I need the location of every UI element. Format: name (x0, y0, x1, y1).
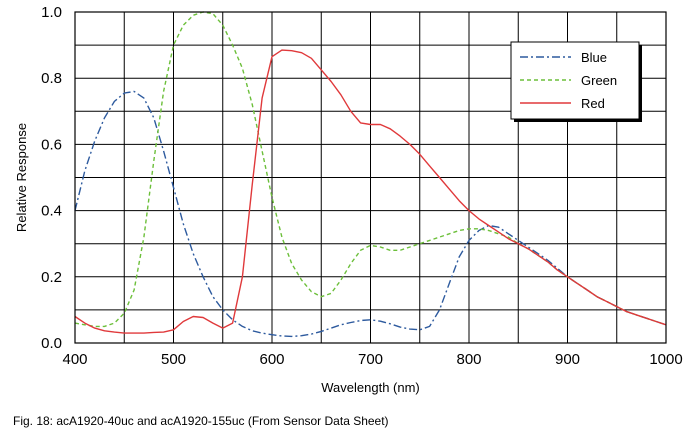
y-tick-label: 0.4 (41, 203, 62, 220)
legend-label-red: Red (581, 96, 605, 111)
y-tick-label: 0.6 (41, 136, 62, 153)
legend: Blue Green Red (510, 41, 642, 122)
x-tick-label: 400 (62, 351, 87, 368)
spectral-response-chart: 400 500 600 700 800 900 1000 0.0 0.2 0.4 0.6 0.8 1.… (14, 4, 683, 395)
y-tick-label: 0.0 (41, 335, 62, 352)
y-tick-label: 0.8 (41, 70, 62, 87)
legend-label-green: Green (581, 73, 617, 88)
figure-caption: Fig. 18: acA1920-40uc and acA1920-155uc … (13, 414, 389, 428)
x-tick-label: 900 (555, 351, 580, 368)
y-axis-label: Relative Response (14, 123, 29, 232)
x-tick-label: 600 (259, 351, 284, 368)
x-tick-label: 500 (161, 351, 186, 368)
x-axis-ticks: 400 500 600 700 800 900 1000 (62, 351, 682, 368)
x-tick-label: 800 (456, 351, 481, 368)
y-tick-label: 0.2 (41, 269, 62, 286)
x-tick-label: 700 (358, 351, 383, 368)
x-tick-label: 1000 (649, 351, 682, 368)
y-tick-label: 1.0 (41, 4, 62, 21)
y-axis-ticks: 0.0 0.2 0.4 0.6 0.8 1.0 (41, 4, 62, 352)
series-line-red (74, 49, 667, 334)
series-lines (74, 11, 667, 338)
legend-box (510, 41, 640, 120)
legend-label-blue: Blue (581, 50, 607, 65)
plot-frame (74, 11, 667, 344)
x-axis-label: Wavelength (nm) (321, 380, 420, 395)
